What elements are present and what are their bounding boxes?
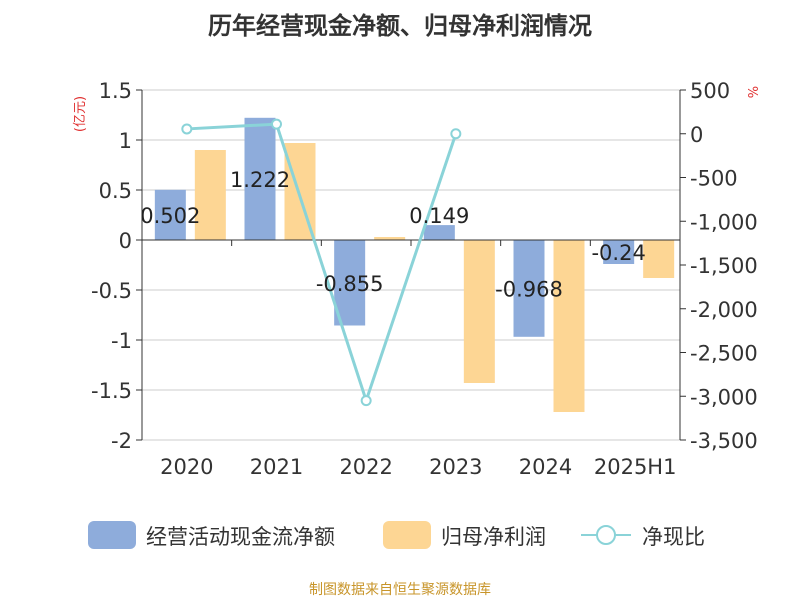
legend-label-profit: 归母净利润 bbox=[441, 525, 546, 549]
cashflow-bar bbox=[603, 240, 635, 264]
x-tick-label: 2024 bbox=[519, 455, 572, 479]
left-axis-unit: (亿元) bbox=[73, 96, 88, 132]
cashflow-bar bbox=[244, 117, 276, 240]
right-tick-label: -500 bbox=[690, 167, 738, 191]
cashflow-bar bbox=[423, 225, 455, 240]
left-tick-label: 1.5 bbox=[99, 79, 132, 103]
bars bbox=[154, 117, 675, 412]
gridlines bbox=[142, 89, 680, 441]
x-tick-label: 2025H1 bbox=[594, 455, 677, 479]
x-tick-label: 2020 bbox=[160, 455, 213, 479]
ratio-point bbox=[360, 395, 372, 407]
ratio-point bbox=[450, 128, 462, 140]
ratio-point bbox=[181, 123, 193, 135]
cashflow-bar bbox=[154, 189, 186, 240]
data-labels: 0.502 1.222 -0.855 0.149 -0.968 -0.24 bbox=[140, 168, 646, 302]
legend-swatch-profit bbox=[383, 521, 431, 549]
profit-bar bbox=[553, 240, 585, 412]
profit-bar bbox=[643, 240, 675, 278]
right-axis-unit: % bbox=[747, 86, 762, 98]
right-tick-label: -2,000 bbox=[690, 298, 758, 322]
x-tick-label: 2021 bbox=[250, 455, 303, 479]
cashflow-data-label: 0.149 bbox=[409, 204, 469, 228]
right-tick-label: -1,500 bbox=[690, 254, 758, 278]
x-axis-labels: 2020 2021 2022 2023 2024 2025H1 bbox=[160, 455, 676, 479]
source-note: 制图数据来自恒生聚源数据库 bbox=[309, 582, 491, 598]
ratio-polyline bbox=[186, 122, 458, 406]
legend-label-cashflow: 经营活动现金流净额 bbox=[146, 525, 335, 549]
left-tick-label: -0.5 bbox=[91, 279, 132, 303]
x-tick-label: 2022 bbox=[339, 455, 392, 479]
chart-title: 历年经营现金净额、归母净利润情况 bbox=[208, 12, 592, 40]
legend-label-ratio: 净现比 bbox=[642, 525, 705, 549]
right-tick-label: 0 bbox=[690, 123, 703, 147]
left-tick-label: -2 bbox=[111, 429, 132, 453]
right-tick-label: -3,500 bbox=[690, 429, 758, 453]
profit-bar bbox=[374, 237, 406, 240]
cashflow-bar bbox=[334, 240, 366, 326]
right-tick-label: -3,000 bbox=[690, 385, 758, 409]
left-tick-label: -1 bbox=[111, 329, 132, 353]
legend-marker-ratio bbox=[596, 525, 616, 545]
cashflow-data-label: -0.855 bbox=[316, 272, 384, 296]
left-tick-label: 0 bbox=[119, 229, 132, 253]
cashflow-data-label: -0.24 bbox=[591, 241, 645, 265]
left-tick-label: -1.5 bbox=[91, 379, 132, 403]
zero-line bbox=[142, 239, 680, 246]
ratio-line bbox=[181, 118, 462, 407]
profit-bar bbox=[463, 240, 495, 383]
left-axis: 1.5 1 0.5 0 -0.5 -1 -1.5 -2 bbox=[91, 79, 143, 453]
cashflow-bar bbox=[513, 240, 545, 337]
left-tick-label: 0.5 bbox=[99, 179, 132, 203]
cashflow-data-label: 0.502 bbox=[140, 204, 200, 228]
ratio-point bbox=[271, 118, 282, 130]
right-tick-label: -1,000 bbox=[690, 210, 758, 234]
right-tick-label: 500 bbox=[690, 79, 730, 103]
left-tick-label: 1 bbox=[119, 129, 132, 153]
profit-bar bbox=[194, 150, 226, 240]
cashflow-data-label: -0.968 bbox=[495, 277, 563, 301]
right-tick-label: -2,500 bbox=[690, 342, 758, 366]
legend-swatch-cashflow bbox=[88, 521, 136, 549]
legend: 经营活动现金流净额 归母净利润 净现比 bbox=[88, 521, 705, 549]
x-tick-label: 2023 bbox=[429, 455, 482, 479]
cashflow-data-label: 1.222 bbox=[230, 168, 290, 192]
right-axis: 500 0 -500 -1,000 -1,500 -2,000 -2,500 -3,000 -3… bbox=[679, 79, 758, 453]
